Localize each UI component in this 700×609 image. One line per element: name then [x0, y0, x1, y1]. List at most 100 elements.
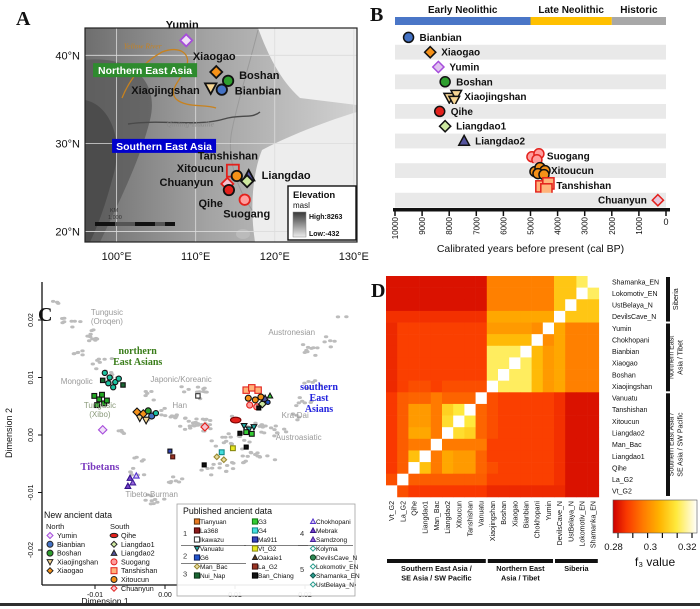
- heatmap-cell: [442, 485, 454, 498]
- site-label-Chuanyun: Chuanyun: [160, 177, 214, 189]
- point-Tanshishan: [254, 386, 262, 394]
- point-Vanuatu: [240, 423, 248, 430]
- heatmap-cell: [475, 427, 488, 440]
- axis-tick: 9000: [418, 216, 427, 234]
- heatmap-cell: [408, 438, 420, 451]
- heatmap-cell: [531, 473, 544, 486]
- heatmap-cell: [587, 415, 600, 428]
- row-stripe: [395, 74, 666, 90]
- heatmap-cell: [509, 345, 521, 358]
- heatmap-cell: [509, 415, 521, 428]
- legend-item-La368: La368: [200, 528, 218, 535]
- legend-marker-Lokomotiv_EN: [309, 563, 317, 570]
- col-label-Tanshishan: Tanshishan: [468, 501, 475, 537]
- heatmap-cell: [475, 462, 488, 475]
- legend-marker-Chuanyun: [110, 584, 118, 593]
- point-Samdzong: [129, 478, 137, 486]
- heatmap-cell: [486, 392, 499, 405]
- point-Man_Bac: [220, 456, 228, 464]
- era-bar: [530, 17, 612, 25]
- heatmap-cell: [498, 415, 510, 428]
- heatmap-cell: [520, 485, 532, 498]
- site-marker-Yumin: [178, 33, 194, 48]
- heatmap-cell: [397, 485, 409, 498]
- heatmap-cell: [576, 380, 588, 393]
- heatmap-cell: [587, 310, 600, 323]
- heatmap-cell: [386, 485, 398, 498]
- heatmap-cell: [531, 427, 544, 440]
- heatmap-cell: [408, 380, 420, 393]
- language-label: Tungusic: [84, 401, 116, 410]
- heatmap-cell: [509, 473, 521, 486]
- lon-tick: 110°E: [181, 251, 210, 263]
- heatmap-cell: [408, 450, 420, 463]
- heatmap-cell: [576, 369, 588, 381]
- heatmap-cell: [565, 357, 577, 370]
- legend-item-Lokomotiv_EN: Lokomotiv_EN: [316, 564, 359, 571]
- lat-tick: 20°N: [55, 226, 80, 238]
- heatmap-cell: [453, 334, 465, 347]
- heatmap-cell: [419, 462, 432, 475]
- heatmap-cell: [442, 403, 454, 416]
- panel-b-timeline: B Early Neolithic Late Neolithic Historic B…: [362, 0, 700, 268]
- legend-item-Liangdao1: Liangdao1: [121, 540, 155, 549]
- legend-item-Vanuatu: Vanuatu: [200, 546, 224, 553]
- heatmap-cell: [475, 473, 488, 486]
- heatmap-cell: [386, 287, 398, 300]
- legend-group-num: 4: [300, 529, 304, 538]
- heatmap-cell: [442, 334, 454, 347]
- heatmap-cell: [397, 392, 409, 405]
- heatmap-grid: [386, 276, 600, 498]
- row-group-label: Siberia: [673, 288, 680, 310]
- col-group-label: Southern East Asia /: [401, 564, 472, 573]
- heatmap-cell: [453, 310, 465, 323]
- heatmap-cell: [475, 299, 488, 312]
- legend-new-title: New ancient data: [44, 510, 112, 520]
- timeline-marker-Chuanyun: [651, 193, 665, 207]
- point-published: [101, 369, 108, 377]
- legend-item-Xiaogao: Xiaogao: [57, 566, 83, 575]
- map-svg: 40°N 30°N 20°N 100°E 110°E 120°E 130°E Yellow R…: [55, 19, 368, 263]
- col-label-Vt_G2: Vt_G2: [389, 501, 396, 521]
- heatmap-cell: [520, 369, 532, 381]
- legend-marker-Kolyma: [309, 545, 317, 552]
- col-label-Boshan: Boshan: [501, 501, 508, 525]
- heatmap-cell: [475, 485, 488, 498]
- heatmap-cell: [453, 462, 465, 475]
- site-label-Xitoucun: Xitoucun: [177, 163, 224, 175]
- heatmap-cell: [453, 345, 465, 358]
- heatmap-cell: [576, 345, 588, 358]
- heatmap-cell: [408, 462, 420, 475]
- heatmap-cell: [554, 299, 566, 312]
- heatmap-cell: [442, 357, 454, 370]
- point-Xiaojingshan: [141, 416, 151, 426]
- heatmap-cell: [520, 438, 532, 451]
- col-group-label: SE Asia / SW Pacific: [401, 574, 471, 583]
- region-box: [93, 63, 198, 78]
- heatmap-cell: [430, 334, 443, 347]
- heatmap-cell: [542, 450, 555, 463]
- heatmap-cell: [576, 473, 588, 486]
- heatmap-cell: [442, 462, 454, 475]
- heatmap-cell: [430, 299, 443, 312]
- heatmap-cell: [498, 334, 510, 347]
- axis-tick: 8000: [445, 216, 454, 234]
- language-label: southern: [300, 382, 338, 393]
- heatmap-svg: Shamanka_EN Lokomotiv_EN UstBelaya_N Devils…: [386, 276, 698, 583]
- language-label: East: [310, 393, 330, 404]
- heatmap-cell: [587, 357, 600, 370]
- heatmap-cell: [419, 415, 432, 428]
- heatmap-cell: [520, 462, 532, 475]
- site-marker-Liangdao1: [239, 173, 255, 189]
- legend-item-La_G2: La_G2: [258, 564, 278, 571]
- heatmap-cell: [542, 345, 555, 358]
- heatmap-cell: [442, 380, 454, 393]
- heatmap-cell: [498, 322, 510, 335]
- heatmap-cell: [464, 334, 476, 347]
- heatmap-cell: [576, 438, 588, 451]
- point-published: [248, 430, 255, 437]
- x-axis-title: Dimension 1: [81, 596, 129, 606]
- heatmap-cell: [453, 473, 465, 486]
- heatmap-cell: [464, 473, 476, 486]
- language-label: Austroasiatic: [276, 433, 322, 442]
